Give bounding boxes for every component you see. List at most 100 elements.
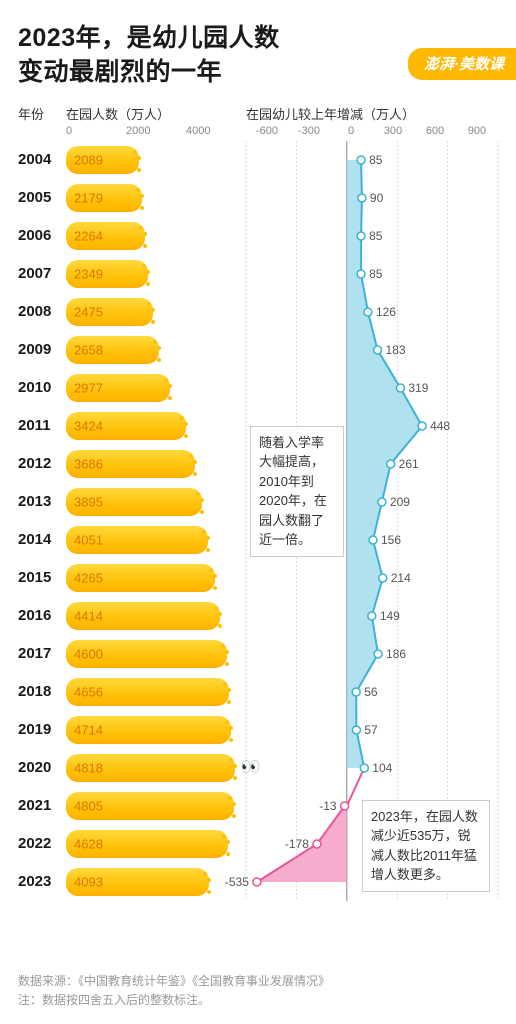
enrollment-bar: 4805 <box>66 792 234 820</box>
enrollment-bar: 2658 <box>66 336 159 364</box>
bar-cell: 4414 <box>66 597 246 635</box>
bar-value-label: 2977 <box>74 380 103 395</box>
enrollment-bar: 4714 <box>66 716 231 744</box>
enrollment-bar: 4628 <box>66 830 228 858</box>
axis-ticks: 020004000 -600-3000300600900 <box>18 125 498 137</box>
column-headers: 年份 在园人数（万人） 在园幼儿较上年增减（万人） <box>18 104 498 123</box>
year-cell: 2004 <box>18 151 66 168</box>
bar-cell: 4656 <box>66 673 246 711</box>
year-cell: 2010 <box>18 379 66 396</box>
data-row: 2022 4628 <box>18 825 498 863</box>
data-row: 2010 2977 <box>18 369 498 407</box>
header-line: 在园幼儿较上年增减（万人） <box>246 104 498 123</box>
data-row: 2009 2658 <box>18 331 498 369</box>
bar-value-label: 4051 <box>74 532 103 547</box>
bar-cell: 3895 <box>66 483 246 521</box>
bar-cell: 4600 <box>66 635 246 673</box>
enrollment-bar: 4051 <box>66 526 208 554</box>
footer-note: 注：数据按四舍五入后的整数标注。 <box>18 991 498 1010</box>
year-cell: 2019 <box>18 721 66 738</box>
data-row: 20184656 <box>18 673 498 711</box>
bar-cell: 2179 <box>66 179 246 217</box>
year-cell: 2017 <box>18 645 66 662</box>
enrollment-bar: 4656 <box>66 678 229 706</box>
brand-logo: 澎湃·美数课 <box>408 48 516 80</box>
data-row: 2007 2349 <box>18 255 498 293</box>
data-row: 2014 4051 <box>18 521 498 559</box>
year-cell: 2015 <box>18 569 66 586</box>
year-cell: 2021 <box>18 797 66 814</box>
bar-cell: 4051 <box>66 521 246 559</box>
data-row: 20164414 <box>18 597 498 635</box>
footer-source: 数据来源：《中国教育统计年鉴》《全国教育事业发展情况》 <box>18 972 498 991</box>
bar-value-label: 3686 <box>74 456 103 471</box>
enrollment-bar: 4414 <box>66 602 220 630</box>
year-cell: 2011 <box>18 417 66 434</box>
enrollment-bar: 3424 <box>66 412 186 440</box>
bar-value-label: 2475 <box>74 304 103 319</box>
enrollment-bar: 2977 <box>66 374 170 402</box>
year-cell: 2005 <box>18 189 66 206</box>
chart-body: 2004208920052179200622642007234920082475… <box>18 141 498 901</box>
year-cell: 2013 <box>18 493 66 510</box>
enrollment-bar: 4265 <box>66 564 215 592</box>
bar-cell: 4265 <box>66 559 246 597</box>
year-cell: 2008 <box>18 303 66 320</box>
enrollment-bar: 2349 <box>66 260 148 288</box>
bar-value-label: 2349 <box>74 266 103 281</box>
enrollment-bar: 4600 <box>66 640 227 668</box>
data-row: 20234093 <box>18 863 498 901</box>
bar-value-label: 4265 <box>74 570 103 585</box>
data-row: 2021 4805 <box>18 787 498 825</box>
bar-cell: 2475 <box>66 293 246 331</box>
year-cell: 2009 <box>18 341 66 358</box>
data-row: 20062264 <box>18 217 498 255</box>
bar-cell: 2658 <box>66 331 246 369</box>
bar-cell: 4805 <box>66 787 246 825</box>
bar-value-label: 2658 <box>74 342 103 357</box>
bar-cell: 2977 <box>66 369 246 407</box>
bar-cell: 4818👀 <box>66 749 246 787</box>
data-row: 2012 3686 <box>18 445 498 483</box>
bar-value-label: 4818 <box>74 760 103 775</box>
enrollment-bar: 4818 <box>66 754 235 782</box>
year-cell: 2007 <box>18 265 66 282</box>
bar-value-label: 4600 <box>74 646 103 661</box>
enrollment-bar: 2179 <box>66 184 142 212</box>
enrollment-bar: 2264 <box>66 222 145 250</box>
enrollment-bar: 3686 <box>66 450 195 478</box>
enrollment-bar: 4093 <box>66 868 209 896</box>
eyes-icon: 👀 <box>241 757 261 777</box>
enrollment-bar: 3895 <box>66 488 202 516</box>
data-row: 2011 3424 <box>18 407 498 445</box>
year-cell: 2014 <box>18 531 66 548</box>
data-row: 20042089 <box>18 141 498 179</box>
year-cell: 2020 <box>18 759 66 776</box>
header-bar: 在园人数（万人） <box>66 104 246 123</box>
data-row: 20204818👀 <box>18 749 498 787</box>
data-row: 2017 4600 <box>18 635 498 673</box>
header-year: 年份 <box>18 104 66 123</box>
bar-value-label: 4714 <box>74 722 103 737</box>
year-cell: 2012 <box>18 455 66 472</box>
data-row: 2019 4714 <box>18 711 498 749</box>
data-row: 2013 3895 <box>18 483 498 521</box>
enrollment-bar: 2475 <box>66 298 153 326</box>
year-cell: 2022 <box>18 835 66 852</box>
bar-cell: 4628 <box>66 825 246 863</box>
footer: 数据来源：《中国教育统计年鉴》《全国教育事业发展情况》 注：数据按四舍五入后的整… <box>18 972 498 1010</box>
bar-cell: 2089 <box>66 141 246 179</box>
year-cell: 2016 <box>18 607 66 624</box>
bar-cell: 4714 <box>66 711 246 749</box>
bar-value-label: 3424 <box>74 418 103 433</box>
data-row: 20052179 <box>18 179 498 217</box>
bar-value-label: 3895 <box>74 494 103 509</box>
bar-value-label: 4093 <box>74 874 103 889</box>
year-cell: 2006 <box>18 227 66 244</box>
bar-value-label: 4805 <box>74 798 103 813</box>
bar-cell: 2264 <box>66 217 246 255</box>
year-cell: 2018 <box>18 683 66 700</box>
data-row: 2015 4265 <box>18 559 498 597</box>
bar-value-label: 4628 <box>74 836 103 851</box>
data-row: 2008 2475 <box>18 293 498 331</box>
